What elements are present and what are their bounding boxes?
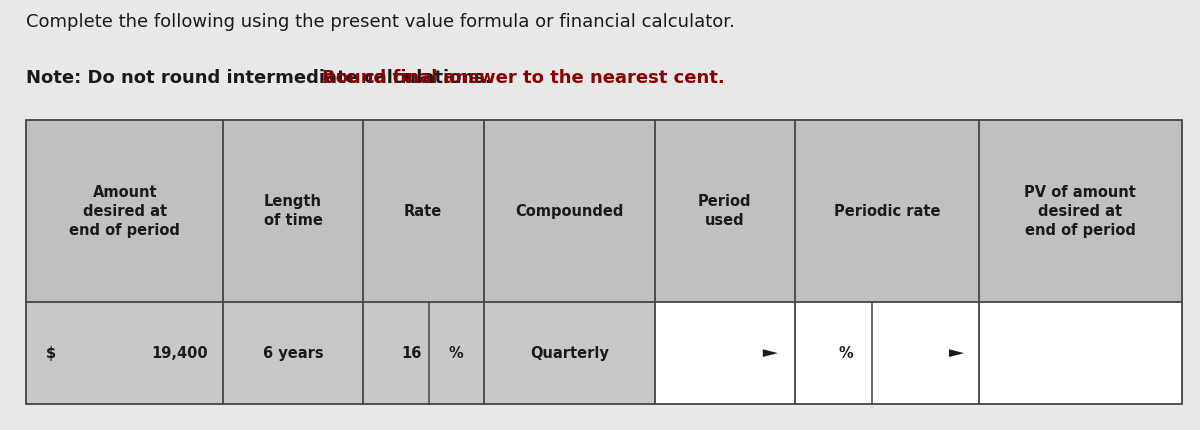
Text: Quarterly: Quarterly	[530, 346, 608, 361]
Text: %: %	[839, 346, 853, 361]
Bar	[26, 120, 223, 302]
Bar	[655, 120, 794, 302]
Text: Amount
desired at
end of period: Amount desired at end of period	[70, 184, 180, 238]
Bar	[979, 302, 1182, 404]
Bar	[362, 120, 484, 302]
Text: 16: 16	[402, 346, 422, 361]
Bar	[223, 120, 362, 302]
Text: $: $	[46, 346, 56, 361]
Text: Rate: Rate	[404, 204, 443, 219]
Bar	[223, 302, 362, 404]
Bar	[484, 120, 655, 302]
Text: 6 years: 6 years	[263, 346, 323, 361]
Text: Period
used: Period used	[698, 194, 751, 228]
Text: Length
of time: Length of time	[264, 194, 323, 228]
Bar	[362, 302, 484, 404]
Text: Note: Do not round intermediate calculations.: Note: Do not round intermediate calculat…	[26, 69, 498, 87]
Bar	[26, 120, 1182, 404]
Text: Compounded: Compounded	[515, 204, 624, 219]
Bar	[794, 302, 979, 404]
Bar	[794, 120, 979, 302]
Bar	[655, 302, 794, 404]
Bar	[26, 302, 223, 404]
Bar	[484, 302, 655, 404]
Text: Periodic rate: Periodic rate	[834, 204, 940, 219]
Text: Round final answer to the nearest cent.: Round final answer to the nearest cent.	[322, 69, 725, 87]
Text: %: %	[449, 346, 463, 361]
Bar	[979, 120, 1182, 302]
Polygon shape	[949, 349, 964, 357]
Text: PV of amount
desired at
end of period: PV of amount desired at end of period	[1025, 184, 1136, 238]
Text: 19,400: 19,400	[151, 346, 208, 361]
Polygon shape	[763, 349, 778, 357]
Text: Complete the following using the present value formula or financial calculator.: Complete the following using the present…	[26, 13, 736, 31]
